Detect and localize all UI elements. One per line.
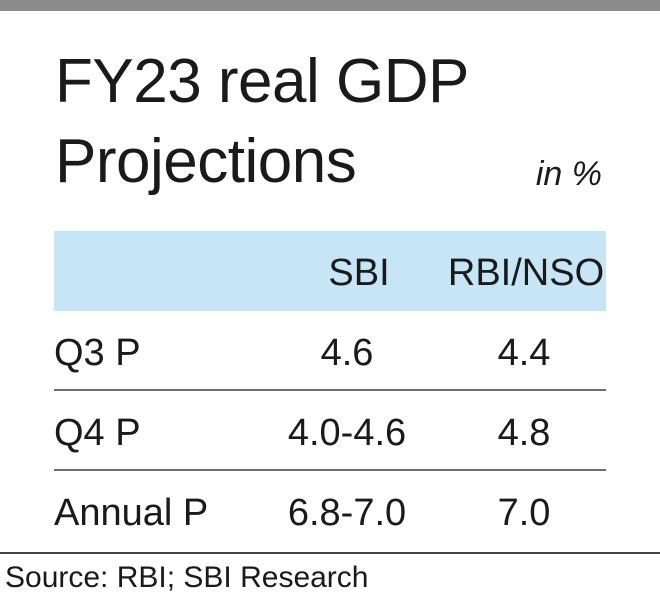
top-bar [0,0,660,11]
table-row: Q4 P 4.0-4.6 4.8 [54,391,606,471]
table-row: Q3 P 4.6 4.4 [54,311,606,391]
rbi-nso-value: 4.8 [497,412,551,454]
rbi-nso-value: 4.4 [497,332,551,374]
chart-title: FY23 real GDP Projections [55,47,468,196]
row-label: Annual P [54,492,209,534]
header-cell-sbi: SBI [328,252,390,294]
sbi-value: 4.0-4.6 [287,412,407,454]
sbi-value: 6.8-7.0 [287,492,407,534]
header-cell-rbi-nso: RBI/NSO [447,252,605,294]
table-header-row: SBI RBI/NSO [54,231,606,311]
source-note: Source: RBI; SBI Research [5,561,369,594]
row-label: Q3 P [54,332,141,374]
sbi-value: 4.6 [320,332,374,374]
rbi-nso-value: 7.0 [497,492,551,534]
bottom-rule [0,552,660,554]
projection-table: SBI RBI/NSO Q3 P 4.6 4.4 Q4 P 4.0-4.6 4.… [54,231,606,551]
unit-label: in % [535,155,602,193]
table-row: Annual P 6.8-7.0 7.0 [54,471,606,551]
row-label: Q4 P [54,412,141,454]
